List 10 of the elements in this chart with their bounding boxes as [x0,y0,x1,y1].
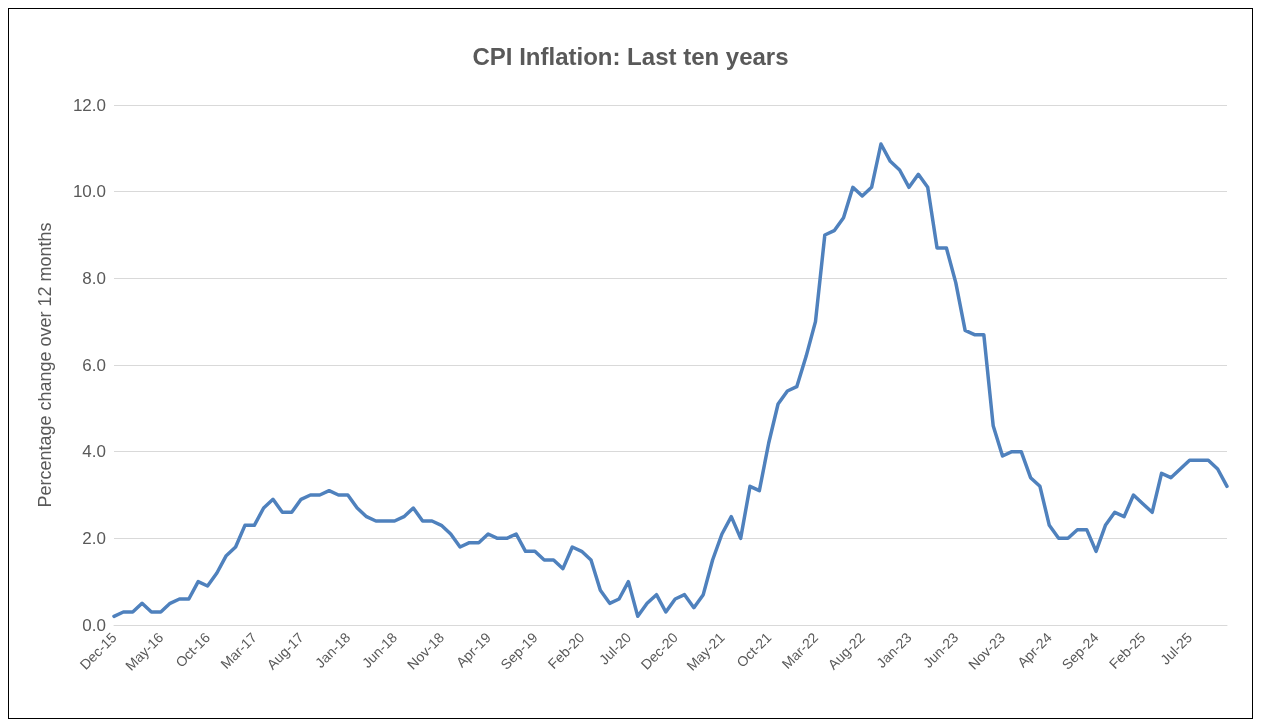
y-tick-label: 12.0 [72,95,106,115]
y-tick-label: 2.0 [82,528,106,548]
y-tick-label: 10.0 [72,182,106,202]
y-axis-title: Percentage change over 12 months [35,222,55,508]
y-tick-label: 8.0 [82,268,106,288]
y-tick-label: 4.0 [82,442,106,462]
line-series [112,142,1229,619]
y-tick-label: 0.0 [82,615,106,635]
chart-title: CPI Inflation: Last ten years [472,42,789,70]
y-tick-label: 6.0 [82,355,106,375]
